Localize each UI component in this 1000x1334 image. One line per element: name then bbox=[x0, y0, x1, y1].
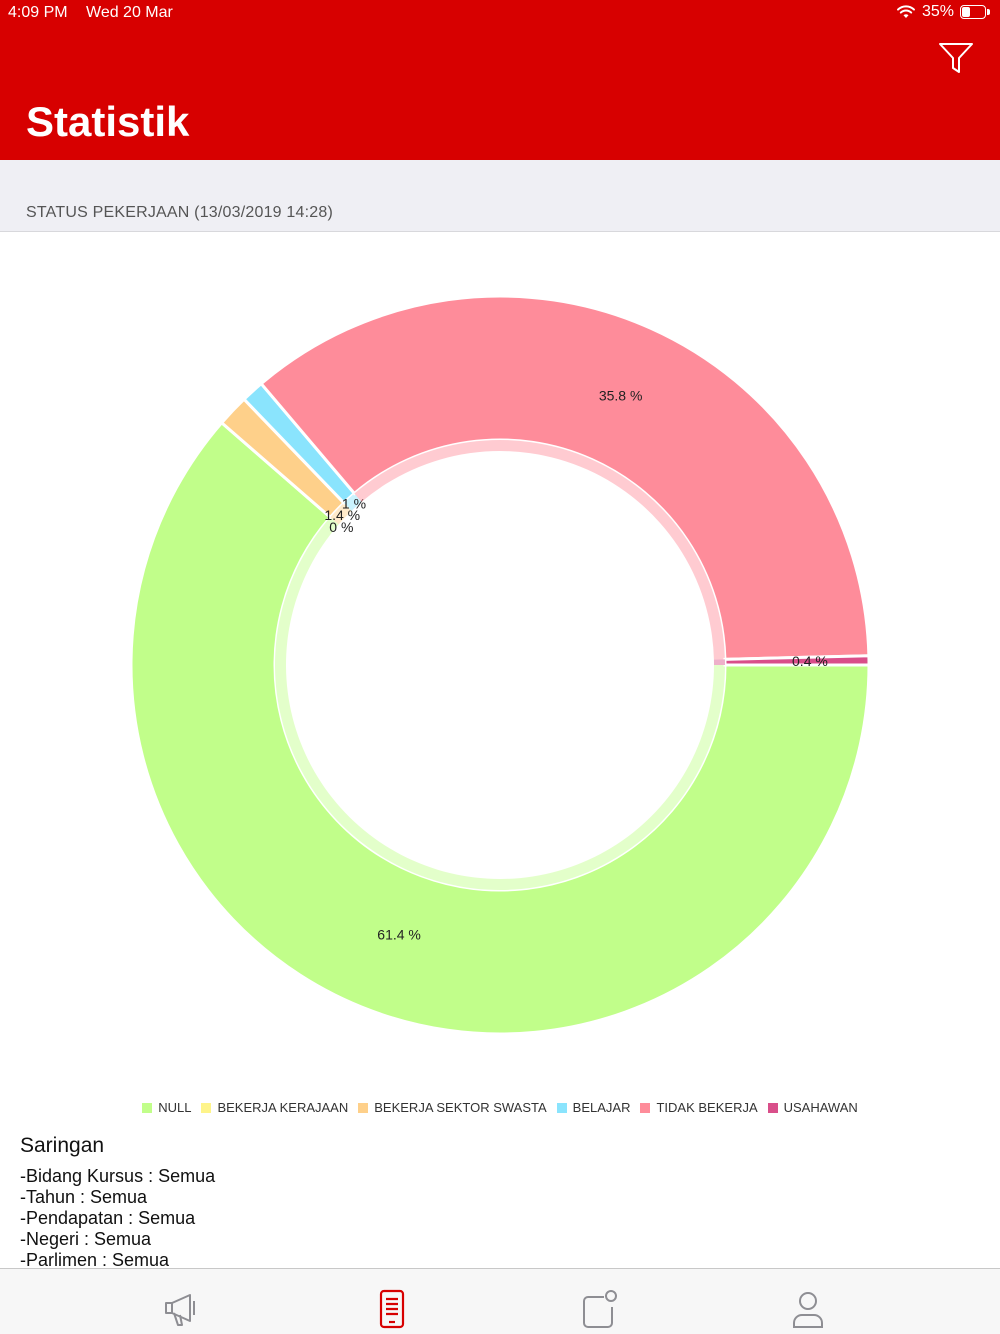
slice-label-bekerja-sektor-swasta: 1.4 % bbox=[324, 507, 360, 523]
section-title: STATUS PEKERJAAN (13/03/2019 14:28) bbox=[26, 204, 333, 221]
status-right: 35% bbox=[896, 3, 990, 21]
app-header: 4:09 PM Wed 20 Mar 35% Statistik bbox=[0, 0, 1000, 160]
status-bar: 4:09 PM Wed 20 Mar 35% bbox=[0, 0, 1000, 28]
legend-swatch bbox=[640, 1102, 651, 1113]
slice-ring-belajar bbox=[343, 493, 362, 511]
legend-item-bekerja-kerajaan[interactable]: BEKERJA KERAJAAN bbox=[201, 1100, 348, 1115]
filters-panel: Saringan -Bidang Kursus : Semua -Tahun :… bbox=[20, 1134, 980, 1271]
legend-swatch bbox=[201, 1102, 212, 1113]
legend-label: USAHAWAN bbox=[783, 1100, 858, 1115]
slice-label-usahawan: 0.4 % bbox=[792, 653, 828, 669]
slice-ring-tidak-bekerja bbox=[354, 440, 725, 660]
slice-label-belajar: 1 % bbox=[342, 496, 366, 512]
status-time: 4:09 PM bbox=[8, 4, 68, 21]
legend-swatch bbox=[358, 1102, 369, 1113]
legend-label: TIDAK BEKERJA bbox=[656, 1100, 758, 1115]
notification-square-icon[interactable] bbox=[578, 1287, 622, 1331]
legend-swatch bbox=[142, 1102, 153, 1113]
document-list-icon[interactable] bbox=[370, 1287, 414, 1331]
slice-tidak-bekerja[interactable] bbox=[259, 294, 871, 661]
slice-label-tidak-bekerja: 35.8 % bbox=[599, 388, 643, 404]
donut-chart-svg: 61.4 % 0 %1.4 %1 % 35.8 % 0.4 % bbox=[129, 294, 871, 1036]
page-title: Statistik bbox=[26, 98, 190, 145]
legend-item-bekerja-sektor-swasta[interactable]: BEKERJA SEKTOR SWASTA bbox=[358, 1100, 547, 1115]
battery-icon bbox=[960, 5, 990, 19]
slice-ring-bekerja-sektor-swasta bbox=[330, 502, 352, 525]
filter-line-year: -Tahun : Semua bbox=[20, 1187, 148, 1207]
wifi-icon bbox=[896, 5, 915, 18]
filter-line-parliament: -Parlimen : Semua bbox=[20, 1250, 170, 1270]
section-header: STATUS PEKERJAAN (13/03/2019 14:28) bbox=[0, 160, 1000, 232]
megaphone-icon[interactable] bbox=[160, 1287, 204, 1331]
legend-item-belajar[interactable]: BELAJAR bbox=[556, 1100, 631, 1115]
filter-line-income: -Pendapatan : Semua bbox=[20, 1208, 196, 1228]
filter-line-state: -Negeri : Semua bbox=[20, 1229, 152, 1249]
user-icon[interactable] bbox=[786, 1287, 830, 1331]
legend-label: BELAJAR bbox=[572, 1100, 631, 1115]
slice-usahawan[interactable] bbox=[723, 654, 871, 667]
battery-percent: 35% bbox=[921, 3, 954, 20]
legend-label: NULL bbox=[158, 1100, 192, 1115]
donut-chart: 61.4 % 0 % 1.4 % 1 % 35.8 % 0.4 % bbox=[0, 232, 1000, 1132]
slice-label-bekerja-kerajaan: 0 % bbox=[329, 519, 353, 535]
filters-title: Saringan bbox=[20, 1134, 105, 1157]
legend-swatch bbox=[767, 1102, 778, 1113]
slice-label-null: 61.4 % bbox=[377, 927, 421, 943]
legend-swatch bbox=[556, 1102, 567, 1113]
slice-null[interactable] bbox=[129, 420, 871, 1036]
legend-label: BEKERJA KERAJAAN bbox=[217, 1100, 349, 1115]
tab-bar bbox=[0, 1268, 1000, 1334]
legend-item-tidak-bekerja[interactable]: TIDAK BEKERJA bbox=[640, 1100, 758, 1115]
filter-line-course: -Bidang Kursus : Semua bbox=[20, 1166, 216, 1186]
battery-level bbox=[962, 7, 970, 17]
status-date: Wed 20 Mar bbox=[86, 4, 173, 21]
legend-item-null[interactable]: NULL bbox=[142, 1100, 191, 1115]
chart-legend: NULL BEKERJA KERAJAAN BEKERJA SEKTOR SWAST… bbox=[0, 1100, 1000, 1115]
filter-icon[interactable] bbox=[936, 38, 976, 78]
slice-ring-usahawan bbox=[713, 659, 725, 665]
legend-item-usahawan[interactable]: USAHAWAN bbox=[767, 1100, 858, 1115]
legend-label: BEKERJA SEKTOR SWASTA bbox=[374, 1100, 547, 1115]
